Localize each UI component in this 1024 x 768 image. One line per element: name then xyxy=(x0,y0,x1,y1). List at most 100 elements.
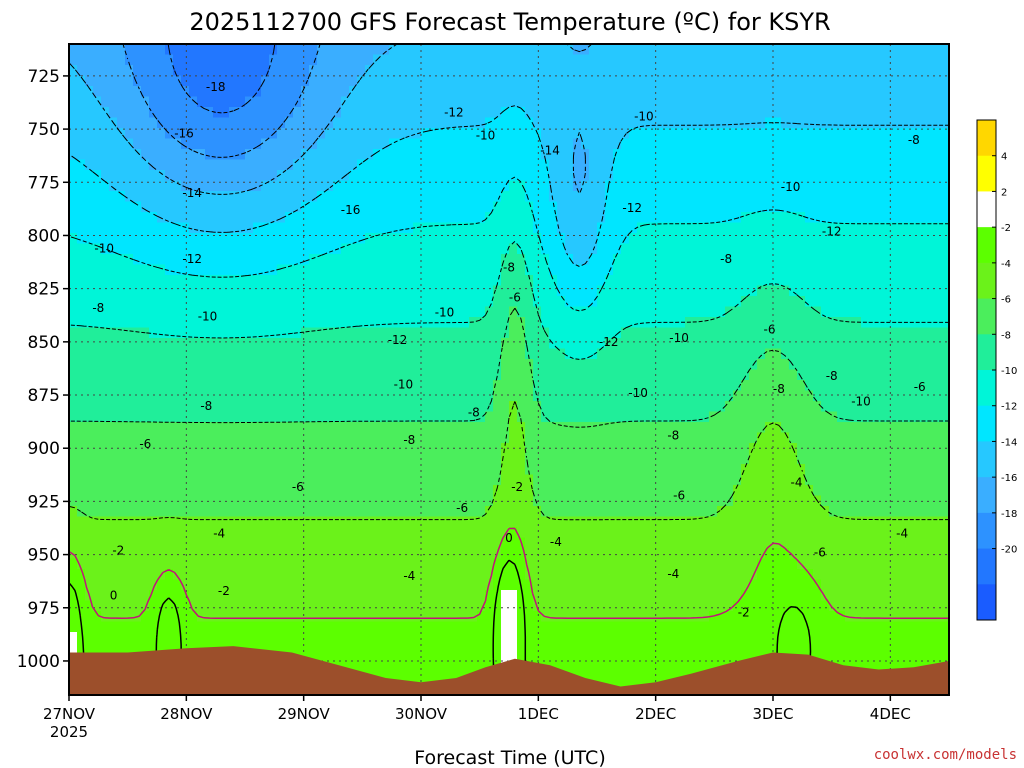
temperature-cell xyxy=(741,432,750,444)
temperature-cell xyxy=(85,443,94,455)
temperature-cell xyxy=(109,317,118,329)
temperature-cell xyxy=(901,117,910,129)
temperature-cell xyxy=(205,296,214,308)
temperature-cell xyxy=(621,285,630,297)
temperature-cell xyxy=(173,516,182,528)
temperature-cell xyxy=(901,65,910,77)
temperature-cell xyxy=(109,75,118,87)
temperature-cell xyxy=(701,254,710,266)
temperature-cell xyxy=(109,159,118,171)
temperature-cell xyxy=(613,243,622,255)
temperature-cell xyxy=(109,128,118,140)
temperature-cell xyxy=(573,201,582,213)
temperature-cell xyxy=(509,264,518,276)
temperature-cell xyxy=(277,149,286,161)
temperature-cell xyxy=(549,180,558,192)
temperature-cell xyxy=(541,201,550,213)
temperature-cell xyxy=(197,485,206,497)
temperature-cell xyxy=(325,516,334,528)
temperature-cell xyxy=(213,464,222,476)
temperature-cell xyxy=(381,138,390,150)
temperature-cell xyxy=(125,474,134,486)
temperature-cell xyxy=(389,327,398,339)
temperature-cell xyxy=(613,285,622,297)
temperature-cell xyxy=(565,464,574,476)
temperature-cell xyxy=(325,306,334,318)
temperature-cell xyxy=(421,138,430,150)
temperature-cell xyxy=(485,107,494,119)
temperature-cell xyxy=(133,170,142,182)
temperature-cell xyxy=(573,180,582,192)
temperature-cell xyxy=(309,222,318,234)
temperature-cell xyxy=(765,369,774,381)
temperature-cell xyxy=(525,317,534,329)
temperature-cell xyxy=(629,474,638,486)
temperature-cell xyxy=(621,264,630,276)
temperature-cell xyxy=(245,411,254,423)
temperature-cell xyxy=(509,128,518,140)
temperature-cell xyxy=(725,107,734,119)
temperature-cell xyxy=(437,86,446,98)
temperature-cell xyxy=(365,474,374,486)
temperature-cell xyxy=(853,201,862,213)
temperature-cell xyxy=(357,453,366,465)
temperature-cell xyxy=(669,338,678,350)
temperature-cell xyxy=(853,380,862,392)
temperature-cell xyxy=(189,170,198,182)
temperature-cell xyxy=(893,380,902,392)
temperature-cell xyxy=(269,243,278,255)
temperature-cell xyxy=(541,170,550,182)
temperature-cell xyxy=(757,348,766,360)
temperature-cell xyxy=(845,422,854,434)
temperature-cell xyxy=(901,390,910,402)
temperature-cell xyxy=(309,516,318,528)
temperature-cell xyxy=(309,432,318,444)
temperature-cell xyxy=(461,369,470,381)
temperature-cell xyxy=(69,453,78,465)
temperature-cell xyxy=(885,296,894,308)
temperature-cell xyxy=(77,86,86,98)
temperature-cell xyxy=(101,159,110,171)
temperature-cell xyxy=(733,149,742,161)
temperature-cell xyxy=(677,380,686,392)
temperature-cell xyxy=(629,296,638,308)
temperature-cell xyxy=(701,212,710,224)
temperature-cell xyxy=(645,348,654,360)
temperature-cell xyxy=(245,432,254,444)
temperature-cell xyxy=(789,201,798,213)
temperature-cell xyxy=(373,117,382,129)
temperature-cell xyxy=(605,254,614,266)
temperature-cell xyxy=(685,75,694,87)
temperature-cell xyxy=(677,233,686,245)
temperature-cell xyxy=(109,327,118,339)
temperature-cell xyxy=(317,516,326,528)
temperature-cell xyxy=(509,107,518,119)
temperature-cell xyxy=(501,44,510,56)
temperature-cell xyxy=(293,485,302,497)
temperature-cell xyxy=(605,233,614,245)
temperature-cell xyxy=(301,44,310,56)
temperature-cell xyxy=(77,390,86,402)
temperature-cell xyxy=(525,338,534,350)
temperature-cell xyxy=(589,44,598,56)
temperature-cell xyxy=(853,222,862,234)
temperature-cell xyxy=(933,117,942,129)
temperature-cell xyxy=(205,432,214,444)
temperature-cell xyxy=(613,359,622,371)
temperature-cell xyxy=(365,107,374,119)
temperature-cell xyxy=(197,296,206,308)
temperature-cell xyxy=(333,296,342,308)
temperature-cell xyxy=(893,474,902,486)
temperature-cell xyxy=(197,212,206,224)
temperature-cell xyxy=(333,212,342,224)
temperature-cell xyxy=(557,86,566,98)
temperature-cell xyxy=(597,243,606,255)
temperature-cell xyxy=(485,264,494,276)
temperature-cell xyxy=(669,285,678,297)
temperature-cell xyxy=(653,243,662,255)
temperature-cell xyxy=(829,327,838,339)
temperature-cell xyxy=(373,443,382,455)
temperature-cell xyxy=(677,96,686,108)
temperature-cell xyxy=(133,159,142,171)
temperature-cell xyxy=(173,506,182,518)
